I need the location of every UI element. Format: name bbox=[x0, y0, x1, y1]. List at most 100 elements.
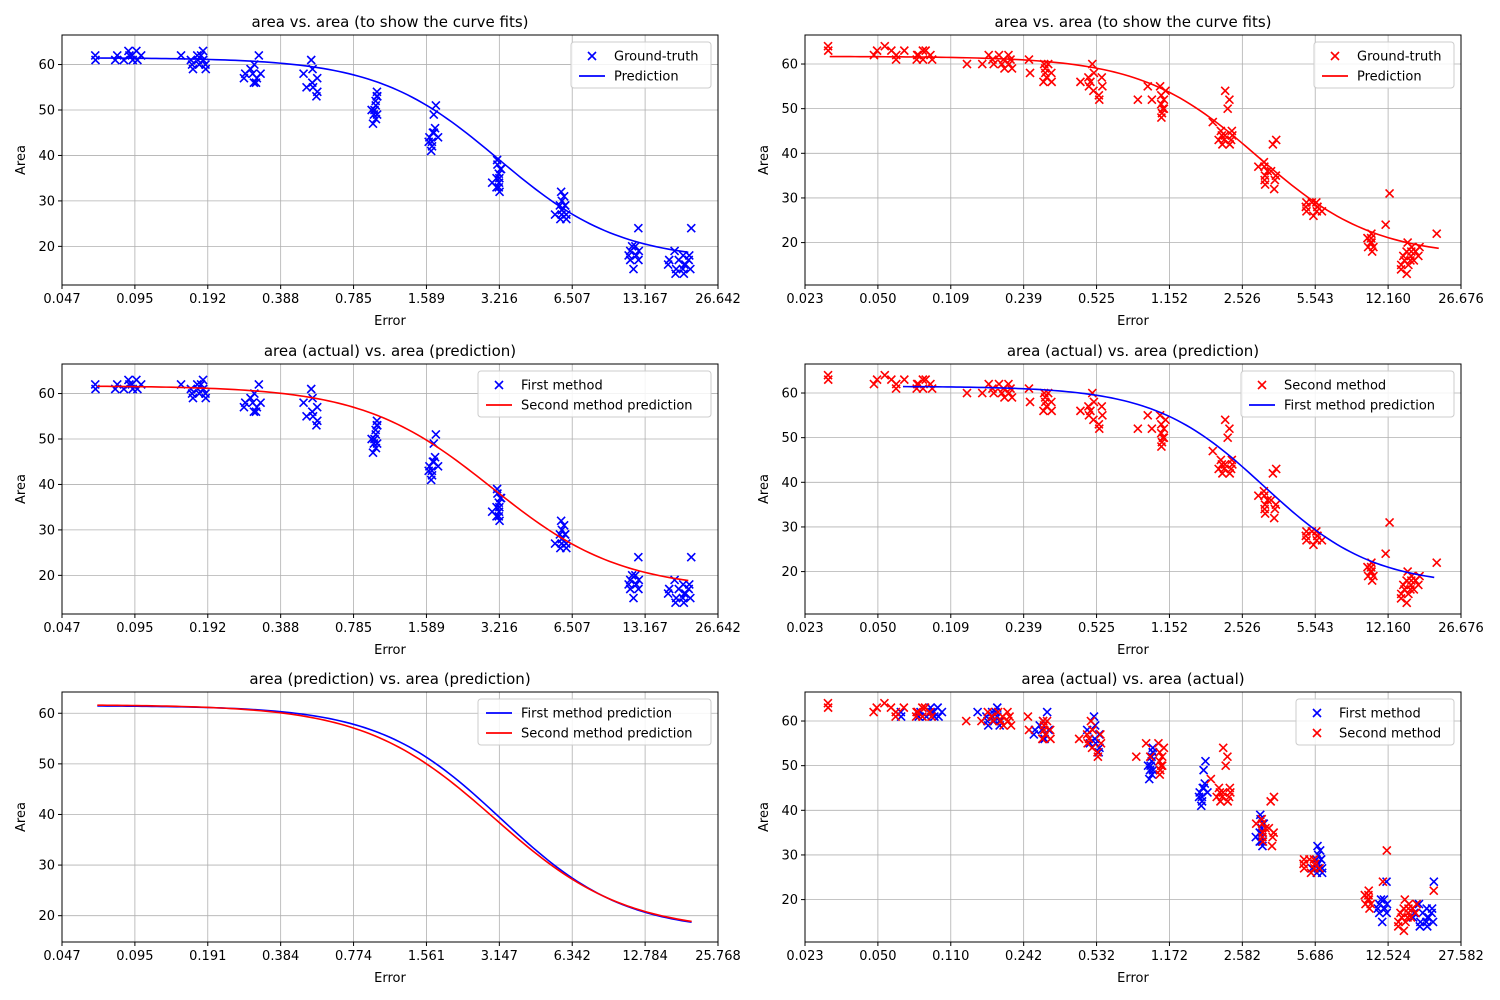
data-point bbox=[298, 398, 309, 408]
data-point bbox=[1402, 912, 1413, 923]
data-point bbox=[1271, 464, 1281, 474]
x-tick-label: 25.768 bbox=[695, 949, 741, 964]
y-tick-label: 30 bbox=[38, 523, 55, 538]
data-point bbox=[917, 711, 928, 722]
data-point bbox=[926, 711, 937, 722]
data-point bbox=[1006, 720, 1016, 731]
data-point bbox=[1097, 410, 1107, 420]
data-point bbox=[368, 448, 378, 458]
legend: Ground-truth Prediction bbox=[1313, 41, 1455, 89]
data-point bbox=[1382, 845, 1392, 856]
data-point bbox=[430, 123, 440, 133]
x-tick-label: 0.050 bbox=[859, 621, 896, 636]
series-line bbox=[97, 57, 689, 254]
legend-box bbox=[1295, 698, 1455, 746]
data-point bbox=[1263, 495, 1273, 505]
data-point bbox=[869, 707, 879, 717]
data-point bbox=[496, 493, 506, 503]
data-point bbox=[198, 384, 208, 394]
legend-marker bbox=[587, 51, 597, 61]
x-tick-label: 3.216 bbox=[481, 621, 518, 636]
axes-frame bbox=[804, 363, 1462, 615]
legend: Second method First method prediction bbox=[1240, 370, 1455, 418]
y-tick-label: 50 bbox=[38, 104, 55, 119]
x-tick-label: 5.543 bbox=[1297, 292, 1334, 307]
data-point bbox=[1301, 535, 1312, 545]
y-tick-label: 50 bbox=[781, 102, 798, 117]
y-tick-label: 30 bbox=[781, 191, 798, 206]
data-point bbox=[670, 269, 681, 279]
x-tick-label: 12.160 bbox=[1365, 621, 1411, 636]
data-point bbox=[1379, 895, 1389, 905]
y-tick-label: 60 bbox=[781, 387, 798, 402]
data-point bbox=[1409, 584, 1419, 595]
chart-panel-p2: 0.023 0.050 0.109 0.239 0.525 1.152 2.526 5.543… bbox=[757, 13, 1484, 329]
x-tick-label: 0.023 bbox=[786, 292, 823, 307]
data-point bbox=[1385, 517, 1395, 528]
chart-panel-p5: 0.047 0.095 0.191 0.384 0.774 1.561 3.147 6.342… bbox=[14, 670, 741, 986]
data-point bbox=[560, 529, 570, 540]
y-axis-label: Area bbox=[14, 474, 29, 504]
data-point bbox=[369, 434, 380, 444]
data-point bbox=[1268, 139, 1278, 149]
data-point bbox=[1141, 738, 1151, 748]
data-point bbox=[1255, 836, 1265, 847]
data-point bbox=[433, 461, 443, 471]
data-point bbox=[371, 96, 381, 106]
data-point bbox=[918, 383, 928, 394]
data-point bbox=[1023, 711, 1033, 722]
axes-frame bbox=[804, 34, 1462, 286]
x-tick-label: 0.525 bbox=[1078, 621, 1115, 636]
y-tick-label: 60 bbox=[781, 58, 798, 73]
data-point bbox=[239, 73, 249, 83]
axes-frame bbox=[804, 691, 1462, 943]
data-point bbox=[1206, 774, 1216, 784]
data-point bbox=[245, 393, 256, 403]
data-point bbox=[557, 525, 567, 535]
data-point bbox=[1316, 854, 1326, 864]
data-point bbox=[1157, 752, 1167, 762]
data-point bbox=[1381, 549, 1391, 559]
data-point bbox=[1208, 446, 1218, 456]
data-point bbox=[371, 114, 381, 124]
data-point bbox=[430, 452, 440, 462]
data-point bbox=[1208, 117, 1218, 127]
x-tick-label: 1.152 bbox=[1151, 621, 1188, 636]
data-point bbox=[1047, 406, 1057, 416]
data-point bbox=[198, 46, 208, 56]
data-point bbox=[1147, 752, 1157, 762]
data-point bbox=[1094, 95, 1104, 105]
data-point bbox=[306, 55, 316, 65]
data-point bbox=[1074, 734, 1084, 744]
data-point bbox=[1255, 828, 1265, 838]
data-point bbox=[1097, 72, 1107, 82]
x-tick-label: 0.047 bbox=[43, 949, 80, 964]
x-tick-label: 0.239 bbox=[1005, 292, 1042, 307]
data-point bbox=[988, 716, 998, 726]
x-tick-label: 0.239 bbox=[1005, 621, 1042, 636]
y-tick-label: 30 bbox=[38, 194, 55, 209]
axes-frame bbox=[61, 363, 719, 615]
x-tick-label: 0.774 bbox=[335, 949, 372, 964]
data-point bbox=[494, 502, 504, 512]
data-point bbox=[872, 46, 882, 56]
data-point bbox=[1095, 729, 1105, 739]
chart-title: area vs. area (to show the curve fits) bbox=[994, 13, 1271, 31]
legend-label: First method bbox=[521, 379, 603, 394]
data-point bbox=[961, 716, 971, 726]
data-point bbox=[1004, 59, 1014, 69]
x-tick-label: 0.023 bbox=[786, 621, 823, 636]
x-tick-label: 5.543 bbox=[1297, 621, 1334, 636]
data-point bbox=[251, 407, 261, 417]
data-point bbox=[491, 182, 502, 192]
data-point bbox=[1408, 903, 1418, 914]
legend-label: Second method prediction bbox=[521, 727, 693, 742]
data-point bbox=[1269, 513, 1279, 523]
data-point bbox=[1156, 442, 1166, 452]
y-tick-label: 20 bbox=[38, 240, 55, 255]
data-point bbox=[1226, 135, 1236, 145]
data-point bbox=[555, 543, 565, 553]
data-point bbox=[1004, 388, 1014, 398]
y-tick-label: 50 bbox=[781, 431, 798, 446]
data-point bbox=[899, 703, 909, 713]
